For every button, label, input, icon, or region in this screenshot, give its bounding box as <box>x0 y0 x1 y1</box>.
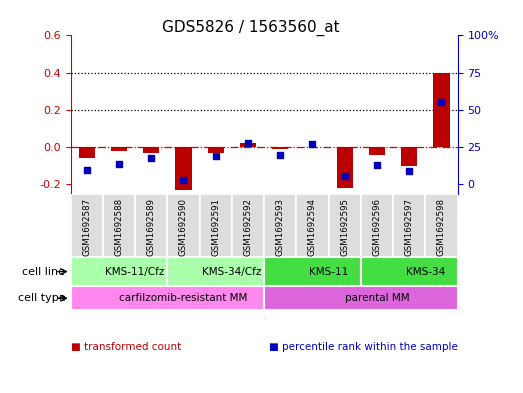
Bar <box>111 147 127 151</box>
Text: GSM1692595: GSM1692595 <box>340 198 349 256</box>
Bar <box>240 143 256 147</box>
Bar <box>328 194 361 257</box>
Bar <box>167 257 264 286</box>
Point <box>309 141 317 147</box>
Bar <box>264 257 361 286</box>
Bar <box>135 194 167 257</box>
Bar <box>393 194 425 257</box>
Bar <box>264 194 297 257</box>
Text: cell line: cell line <box>22 266 65 277</box>
Bar <box>361 194 393 257</box>
Text: GSM1692596: GSM1692596 <box>372 198 381 256</box>
Text: GSM1692587: GSM1692587 <box>82 198 91 256</box>
Bar <box>401 147 417 166</box>
Text: GSM1692598: GSM1692598 <box>437 198 446 256</box>
Bar <box>264 286 458 310</box>
Text: GDS5826 / 1563560_at: GDS5826 / 1563560_at <box>162 20 340 36</box>
Point <box>83 166 91 173</box>
Bar <box>103 194 135 257</box>
Bar <box>71 194 103 257</box>
Text: parental MM: parental MM <box>345 293 410 303</box>
Text: KMS-11: KMS-11 <box>309 266 348 277</box>
Bar <box>78 147 95 158</box>
Text: KMS-34/Cfz: KMS-34/Cfz <box>202 266 262 277</box>
Bar <box>71 257 167 286</box>
Bar <box>434 73 450 147</box>
Bar <box>71 286 264 310</box>
Point <box>147 154 155 161</box>
Bar <box>175 147 191 190</box>
Bar <box>232 194 264 257</box>
Point <box>115 160 123 167</box>
Bar <box>143 147 160 153</box>
Bar <box>369 147 385 155</box>
Text: ■ transformed count: ■ transformed count <box>71 342 181 352</box>
Point <box>211 153 220 159</box>
Point <box>437 99 446 106</box>
Point <box>405 168 413 174</box>
Text: GSM1692591: GSM1692591 <box>211 198 220 256</box>
Text: ■ percentile rank within the sample: ■ percentile rank within the sample <box>269 342 458 352</box>
Bar <box>337 147 353 188</box>
Bar <box>200 194 232 257</box>
Bar <box>208 147 224 153</box>
Text: GSM1692590: GSM1692590 <box>179 198 188 256</box>
Text: GSM1692593: GSM1692593 <box>276 198 285 256</box>
Point <box>340 173 349 179</box>
Text: GSM1692592: GSM1692592 <box>244 198 253 256</box>
Point <box>276 152 285 158</box>
Bar <box>361 257 458 286</box>
Point <box>244 140 252 146</box>
Point <box>373 162 381 168</box>
Text: GSM1692589: GSM1692589 <box>147 198 156 256</box>
Text: cell type: cell type <box>18 293 65 303</box>
Text: carfilzomib-resistant MM: carfilzomib-resistant MM <box>119 293 248 303</box>
Point <box>179 177 188 183</box>
Text: KMS-11/Cfz: KMS-11/Cfz <box>106 266 165 277</box>
Text: KMS-34: KMS-34 <box>406 266 445 277</box>
Bar <box>297 194 328 257</box>
Bar <box>272 147 288 149</box>
Bar <box>167 194 200 257</box>
Text: GSM1692597: GSM1692597 <box>405 198 414 256</box>
Text: GSM1692594: GSM1692594 <box>308 198 317 256</box>
Text: GSM1692588: GSM1692588 <box>115 198 123 256</box>
Bar <box>425 194 458 257</box>
